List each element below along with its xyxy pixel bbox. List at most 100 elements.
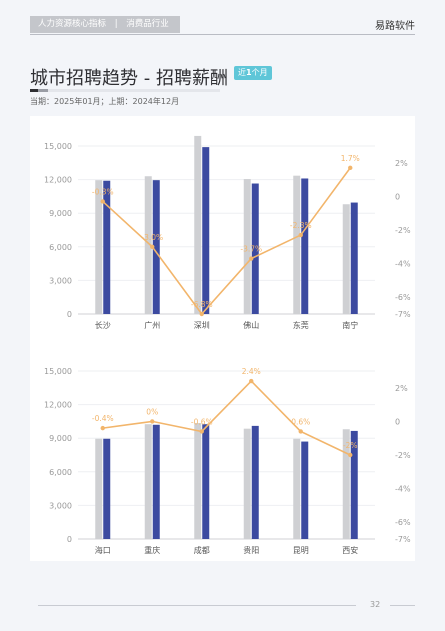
change-rate-label: 1.7% [341,154,360,163]
y-tick-label: 0 [67,535,72,544]
change-rate-point [100,425,105,431]
y-tick-label: 15,000 [44,142,72,151]
y2-tick-label: 2% [395,384,408,393]
breadcrumb-category: 人力资源核心指标 [38,19,107,29]
breadcrumb: 人力资源核心指标 | 消费品行业 [30,16,180,33]
y2-tick-label: -7% [395,535,411,544]
change-rate-label: -0.6% [191,417,213,426]
x-tick-label: 广州 [144,320,160,330]
header-bar: 人力资源核心指标 | 消费品行业 易路软件 [30,16,415,34]
bar-current [152,180,160,314]
title-underline-accent [30,89,38,92]
y2-tick-label: 0 [395,192,400,201]
breadcrumb-industry: 消费品行业 [126,19,169,29]
x-tick-label: 成都 [194,545,210,555]
change-rate-label: -2.3% [290,221,312,230]
y-tick-label: 12,000 [44,176,72,185]
breadcrumb-separator: | [114,19,118,29]
y2-tick-label: -4% [395,260,411,269]
change-rate-label: -0.4% [92,414,114,423]
bar-current [103,180,111,314]
y2-tick-label: -2% [395,226,411,235]
y2-tick-label: 2% [395,159,408,168]
bar-current [202,147,210,314]
change-rate-label: -6.8% [191,300,213,309]
change-rate-point [249,378,254,384]
bar-previous [194,135,202,314]
bar-current [152,424,160,539]
change-rate-point [100,199,105,204]
y-tick-label: 3,000 [49,501,72,510]
y2-tick-label: 0 [395,417,400,426]
change-rate-label: -3.7% [240,245,262,254]
bar-previous [243,428,251,539]
change-rate-line [102,379,351,456]
x-tick-label: 东莞 [293,320,309,330]
y-tick-label: 6,000 [49,243,72,252]
change-rate-point [249,256,254,261]
x-tick-label: 长沙 [95,320,111,330]
x-tick-label: 西安 [342,545,358,555]
bar-previous [194,423,202,539]
y2-tick-label: -7% [395,310,411,319]
change-rate-label: -0.3% [92,187,114,196]
chart-panel: 0 3,000 6,000 9,000 12,000 15,000 2% 0 -2% -4% -6%… [30,116,415,561]
footer-divider-right [390,605,415,606]
badge-prefix: 近 [238,68,246,77]
y-tick-label: 3,000 [49,276,72,285]
bar-previous [144,176,152,314]
bar-current [251,183,259,314]
change-rate-label: -3.0% [141,233,163,242]
title-underline-accent-secondary [38,89,48,92]
brand-name: 易路软件 [375,21,415,32]
bar-current [202,424,210,539]
bar-previous [342,204,350,314]
bar-previous [342,429,350,539]
bar-current [350,430,358,539]
page-title: 城市招聘趋势 - 招聘薪酬 [30,68,228,89]
period-badge: 近1个月 [234,66,272,80]
change-rate-point [150,419,155,424]
change-rate-point [150,244,155,249]
x-tick-label: 南宁 [342,320,358,330]
header-divider [30,34,415,35]
footer-divider-left [38,605,356,606]
x-tick-label: 贵阳 [243,545,259,555]
bar-current [301,178,309,314]
change-rate-point [199,429,204,434]
badge-number: 1 [246,68,252,77]
change-rate-point [298,232,303,238]
y-tick-label: 12,000 [44,401,72,410]
change-rate-point [298,429,303,434]
x-tick-label: 重庆 [144,545,160,555]
y2-tick-label: -4% [395,485,411,494]
y2-tick-label: -6% [395,293,411,302]
x-tick-label: 海口 [95,545,111,555]
change-rate-label: 0% [146,407,158,416]
charts-svg: 0 3,000 6,000 9,000 12,000 15,000 2% 0 -2% -4% -6%… [44,135,411,555]
badge-suffix: 个月 [251,68,268,77]
y-tick-label: 9,000 [49,434,72,443]
bar-current [251,425,259,539]
change-rate-point [348,165,353,171]
bar-current [301,441,309,539]
period-text: 当期：2025年01月；上期：2024年12月 [30,97,180,106]
x-tick-label: 昆明 [293,546,309,555]
bar-current [103,438,111,539]
x-tick-label: 深圳 [194,320,210,330]
change-rate-line [102,167,351,316]
change-rate-label: 2.4% [242,367,261,376]
bar-previous [293,438,301,539]
bar-current [350,202,358,314]
bar-previous [95,438,103,539]
change-rate-label: -2% [343,441,358,450]
y2-tick-label: -6% [395,518,411,527]
change-rate-label: 0.6% [291,417,310,426]
page-number: 32 [370,600,381,609]
title-underline [30,89,220,92]
bar-previous [144,424,152,539]
change-rate-point [348,452,353,458]
change-rate-point [199,311,204,317]
x-tick-label: 佛山 [243,320,259,330]
bar-previous [293,175,301,314]
